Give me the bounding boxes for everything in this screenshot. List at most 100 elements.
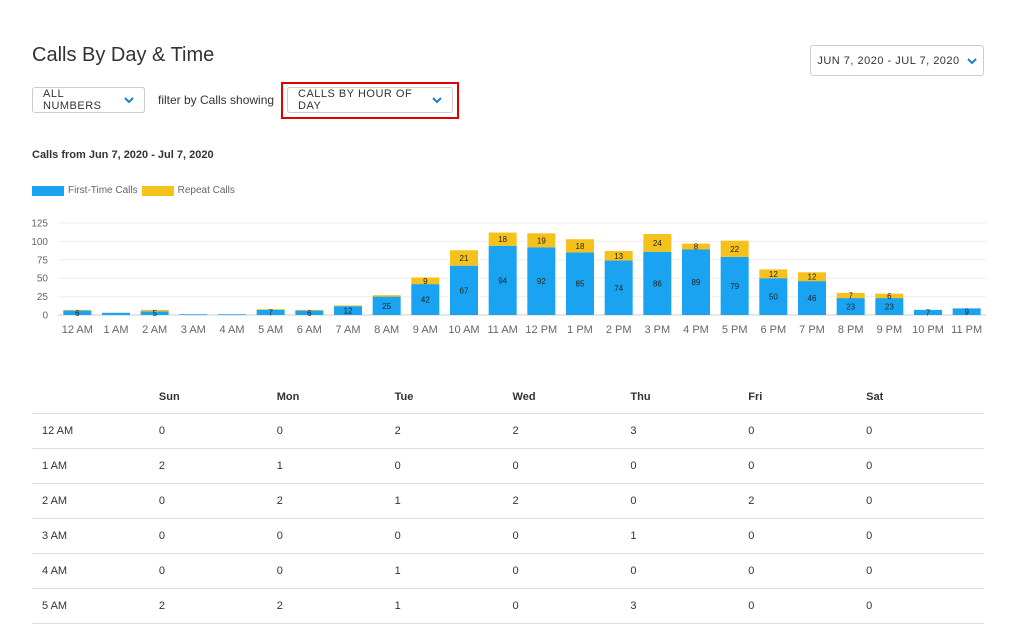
x-tick-label: 8 PM — [838, 324, 864, 336]
view-mode-dropdown-label: CALLS BY HOUR OF DAY — [298, 88, 413, 112]
bar-first-time — [450, 265, 478, 315]
bar-repeat — [566, 239, 594, 253]
bar-first-time — [63, 310, 92, 315]
table-cell: 0 — [394, 530, 401, 542]
bar-repeat — [682, 243, 710, 250]
data-label-first-time: 85 — [576, 280, 585, 289]
table-cell: 0 — [748, 600, 755, 612]
table-cell: 1 — [276, 460, 283, 472]
bar-first-time — [875, 298, 904, 315]
table-cell: 3 — [630, 425, 637, 437]
bar-first-time — [102, 312, 130, 315]
x-tick-label: 7 PM — [799, 324, 825, 336]
y-tick-label: 100 — [31, 237, 48, 248]
data-label-first-time: 94 — [498, 276, 507, 285]
table-cell: 2 — [276, 495, 283, 507]
row-hour: 5 AM — [42, 600, 68, 612]
data-label-first-time: 46 — [808, 294, 817, 303]
table-row: 5 AM 2 2 1 0 3 0 0 — [32, 589, 984, 624]
legend-first-time[interactable]: First-Time Calls — [32, 185, 138, 196]
table-cell: 0 — [630, 495, 637, 507]
data-label-first-time: 67 — [460, 286, 469, 295]
bar-first-time — [218, 314, 246, 315]
bar-first-time — [256, 309, 285, 315]
bar-first-time — [488, 245, 517, 315]
bar-first-time — [295, 310, 324, 315]
data-label-first-time: 7 — [926, 308, 931, 317]
data-label-first-time: 74 — [614, 284, 623, 293]
data-label-first-time: 23 — [885, 303, 894, 312]
table-cell: 0 — [866, 425, 873, 437]
bar-first-time — [179, 314, 208, 315]
table-cell: 0 — [512, 600, 519, 612]
table-cell: 1 — [394, 600, 401, 612]
table-cell: 2 — [394, 425, 401, 437]
bar-first-time — [759, 278, 788, 315]
filter-text: filter by Calls showing — [158, 93, 275, 107]
data-label-repeat: 24 — [653, 239, 662, 248]
bar-first-time — [527, 247, 556, 315]
table-cell: 0 — [630, 460, 637, 472]
table-cell: 0 — [512, 565, 519, 577]
legend-label-first-time: First-Time Calls — [68, 185, 138, 196]
table-cell: 0 — [866, 565, 873, 577]
legend-repeat[interactable]: Repeat Calls — [141, 185, 235, 196]
data-label-repeat: 12 — [769, 270, 778, 279]
x-tick-label: 5 PM — [722, 324, 748, 336]
x-tick-label: 10 AM — [448, 324, 479, 336]
bar-first-time — [372, 296, 401, 315]
table-row: 3 AM 0 0 0 0 1 0 0 — [32, 519, 984, 554]
table-cell: 0 — [866, 495, 873, 507]
highlight-box — [281, 82, 459, 119]
numbers-dropdown[interactable]: ALL NUMBERS — [32, 87, 145, 113]
calls-by-hour-chart: 0 25 50 75 100 125 6 12 AM 1 AM 5 2 AM 3 AM 4 AM 7 5 A… — [31, 219, 986, 336]
data-label-repeat: 7 — [848, 291, 853, 300]
x-tick-label: 9 PM — [876, 324, 902, 336]
data-label-repeat: 18 — [498, 235, 507, 244]
y-tick-label: 125 — [31, 219, 48, 230]
bar-repeat — [527, 233, 556, 248]
chevron-down-icon — [124, 96, 134, 104]
table-cell: 2 — [512, 495, 519, 507]
bar-repeat — [450, 250, 478, 266]
data-label-first-time: 9 — [964, 308, 969, 317]
bar-first-time — [720, 256, 749, 315]
data-label-repeat: 21 — [460, 254, 469, 263]
bar-first-time — [604, 260, 633, 315]
data-label-first-time: 5 — [152, 309, 157, 318]
date-range-dropdown[interactable]: JUN 7, 2020 - JUL 7, 2020 — [810, 45, 984, 76]
x-tick-label: 4 PM — [683, 324, 709, 336]
data-label-first-time: 6 — [307, 309, 312, 318]
bar-first-time — [140, 311, 169, 315]
row-hour: 4 AM — [42, 565, 68, 577]
x-tick-label: 6 PM — [760, 324, 786, 336]
data-label-first-time: 86 — [653, 279, 662, 288]
table-cell: 0 — [512, 530, 519, 542]
bar-repeat — [759, 269, 788, 279]
y-tick-label: 75 — [37, 255, 49, 266]
x-tick-label: 3 AM — [181, 324, 206, 336]
y-tick-label: 50 — [37, 274, 49, 285]
view-mode-dropdown[interactable]: CALLS BY HOUR OF DAY — [287, 87, 453, 113]
table-cell: 0 — [158, 425, 166, 437]
data-label-repeat: 22 — [730, 245, 739, 254]
chevron-down-icon — [966, 57, 977, 65]
table-cell: 2 — [158, 460, 166, 472]
numbers-dropdown-label: ALL NUMBERS — [43, 88, 102, 112]
table-cell: 1 — [630, 530, 637, 542]
y-tick-label: 25 — [37, 292, 49, 303]
data-label-first-time: 50 — [769, 293, 778, 302]
table-header: Sun Mon Tue Wed Thu Fri Sat — [32, 380, 984, 414]
data-label-first-time: 6 — [75, 309, 80, 318]
column-header: Mon — [276, 390, 300, 403]
table-cell: 0 — [276, 530, 283, 542]
bar-repeat — [295, 309, 324, 311]
table-cell: 0 — [158, 565, 166, 577]
x-tick-label: 12 PM — [525, 324, 557, 336]
row-hour: 1 AM — [42, 460, 68, 472]
data-label-first-time: 25 — [382, 302, 391, 311]
column-header: Thu — [630, 390, 651, 403]
x-tick-label: 2 PM — [606, 324, 632, 336]
bar-first-time — [914, 309, 942, 315]
data-label-first-time: 7 — [268, 308, 273, 317]
